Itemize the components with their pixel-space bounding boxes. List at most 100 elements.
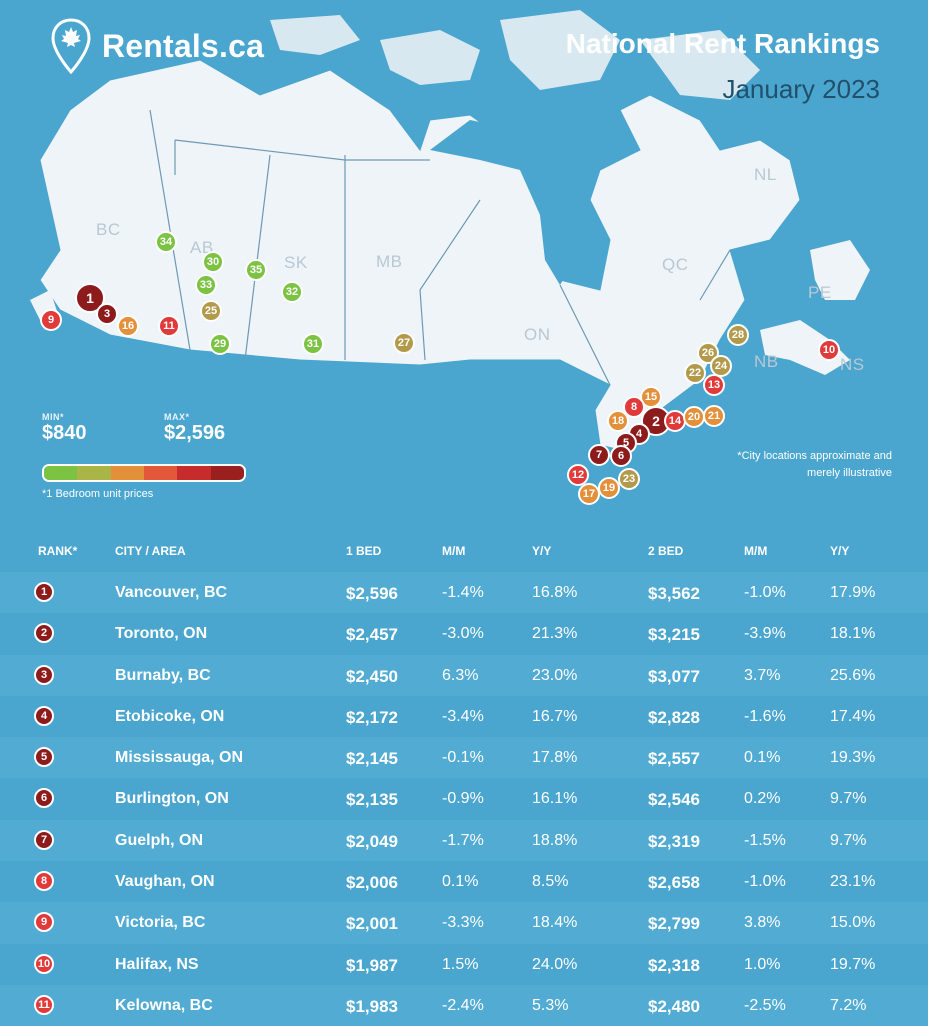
rank-badge: 4	[34, 705, 54, 726]
hudson-bay	[430, 120, 575, 285]
cell-mm1: -3.4%	[442, 707, 484, 725]
table-row[interactable]: 2 Toronto, ON $2,457 -3.0% 21.3% $3,215 -3.9% 1…	[0, 613, 928, 655]
city-marker[interactable]: 15	[640, 386, 662, 408]
cell-mm1: -0.9%	[442, 790, 484, 808]
city-marker[interactable]: 7	[588, 444, 610, 466]
col-header-2bed-yy: Y/Y	[830, 544, 850, 558]
cell-yy2: 17.9%	[830, 584, 876, 601]
legend-max-value: $2,596	[164, 422, 226, 444]
cell-bed2: $2,828	[648, 707, 700, 727]
col-header-rank: RANK*	[38, 544, 78, 558]
cell-bed2: $2,318	[648, 955, 700, 975]
legend-max: MAX* $2,596	[164, 412, 225, 445]
cell-bed1: $2,450	[346, 666, 398, 686]
province-label-qc: QC	[662, 255, 689, 274]
col-header-city: CITY / AREA	[115, 544, 186, 558]
city-marker[interactable]: 27	[393, 332, 415, 354]
rank-badge: 11	[34, 994, 54, 1015]
col-header-2bed: 2 BED	[648, 544, 684, 558]
city-marker[interactable]: 30	[202, 251, 224, 273]
cell-city: Toronto, ON	[115, 625, 208, 643]
table-row[interactable]: 8 Vaughan, ON $2,006 0.1% 8.5% $2,658 -1.0% 23.…	[0, 861, 928, 903]
city-marker[interactable]: 3	[96, 303, 118, 325]
table-row[interactable]: 3 Burnaby, BC $2,450 6.3% 23.0% $3,077 3.7% 25.…	[0, 654, 928, 696]
city-marker[interactable]: 23	[618, 468, 640, 490]
rank-badge: 5	[34, 747, 54, 768]
city-marker[interactable]: 19	[598, 477, 620, 499]
cell-city: Guelph, ON	[115, 831, 203, 849]
col-header-1bed-yy: Y/Y	[532, 544, 552, 558]
cell-yy2: 9.7%	[830, 790, 867, 808]
province-label-nl: NL	[754, 165, 777, 184]
city-marker[interactable]: 22	[684, 362, 706, 384]
city-marker[interactable]: 16	[117, 315, 139, 337]
map-disclaimer: *City locations approximate and merely i…	[737, 450, 892, 479]
city-marker[interactable]: 24	[710, 355, 732, 377]
legend-color-step	[210, 466, 244, 480]
cell-bed2: $3,077	[648, 666, 700, 686]
city-marker[interactable]: 28	[727, 324, 749, 346]
rankings-table-header: RANK* CITY / AREA 1 BED M/M Y/Y 2 BED M/…	[0, 530, 928, 570]
city-marker[interactable]: 9	[40, 309, 62, 331]
cell-mm1: -2.4%	[442, 996, 484, 1014]
cell-yy1: 18.8%	[532, 831, 578, 849]
cell-mm2: -1.6%	[744, 707, 786, 725]
table-row[interactable]: 6 Burlington, ON $2,135 -0.9% 16.1% $2,546 0.2…	[0, 778, 928, 820]
cell-bed2: $3,215	[648, 625, 700, 645]
city-marker[interactable]: 20	[683, 406, 705, 428]
cell-yy1: 24.0%	[532, 955, 578, 973]
city-marker[interactable]: 21	[703, 405, 725, 427]
table-row[interactable]: 11 Kelowna, BC $1,983 -2.4% 5.3% $2,480 -2.5% 7…	[0, 984, 928, 1026]
city-marker[interactable]: 11	[158, 315, 180, 337]
cell-bed2: $3,562	[648, 584, 700, 603]
cell-city: Burnaby, BC	[115, 666, 211, 684]
newfoundland	[810, 240, 870, 300]
page-subtitle: January 2023	[722, 74, 880, 104]
table-row[interactable]: 4 Etobicoke, ON $2,172 -3.4% 16.7% $2,828 -1.6…	[0, 695, 928, 738]
province-label-ns: NS	[840, 355, 865, 374]
cell-city: Mississauga, ON	[115, 749, 244, 767]
city-marker[interactable]: 8	[623, 396, 645, 418]
rank-badge: 10	[34, 953, 54, 974]
province-borders	[149, 109, 731, 386]
table-row[interactable]: 7 Guelph, ON $2,049 -1.7% 18.8% $2,319 -1.5% 9.…	[0, 819, 928, 862]
city-marker[interactable]: 6	[610, 445, 632, 467]
city-marker[interactable]: 12	[567, 464, 589, 486]
cell-bed1: $1,987	[346, 955, 398, 975]
legend-max-label: MAX*	[164, 412, 190, 422]
city-marker[interactable]: 34	[155, 231, 177, 253]
cell-mm1: 0.1%	[442, 873, 479, 891]
cell-mm2: 3.8%	[744, 914, 781, 932]
cell-bed2: $2,319	[648, 831, 700, 851]
cell-mm2: -2.5%	[744, 996, 786, 1014]
cell-bed1: $2,001	[346, 914, 398, 934]
city-marker[interactable]: 31	[302, 333, 324, 355]
city-marker[interactable]: 33	[195, 274, 217, 296]
city-marker[interactable]: 14	[664, 410, 686, 432]
cell-city: Etobicoke, ON	[115, 707, 225, 725]
city-marker[interactable]: 35	[245, 259, 267, 281]
cell-mm1: 6.3%	[442, 666, 479, 684]
rank-badge: 3	[34, 664, 54, 685]
city-marker[interactable]: 17	[578, 483, 600, 505]
city-marker[interactable]: 18	[607, 410, 629, 432]
city-marker[interactable]: 25	[200, 300, 222, 322]
table-row[interactable]: 10 Halifax, NS $1,987 1.5% 24.0% $2,318 1.0% 19…	[0, 943, 928, 985]
cell-yy2: 25.6%	[830, 666, 876, 684]
legend-color-step	[110, 466, 144, 480]
cell-city: Victoria, BC	[115, 914, 206, 932]
city-marker[interactable]: 29	[209, 333, 231, 355]
cell-bed2: $2,799	[648, 914, 700, 934]
city-marker[interactable]: 32	[281, 281, 303, 303]
city-marker[interactable]: 13	[703, 374, 725, 396]
city-marker[interactable]: 10	[818, 339, 840, 361]
col-header-1bed: 1 BED	[346, 544, 382, 558]
cell-mm2: -3.9%	[744, 625, 786, 643]
brand[interactable]: Rentals.ca	[50, 18, 264, 74]
canada-map	[30, 10, 870, 451]
rank-badge: 1	[34, 582, 54, 602]
table-row[interactable]: 9 Victoria, BC $2,001 -3.3% 18.4% $2,799 3.8% 1…	[0, 902, 928, 944]
table-row[interactable]: 5 Mississauga, ON $2,145 -0.1% 17.8% $2,557 0.…	[0, 737, 928, 779]
table-row[interactable]: 1 Vancouver, BC $2,596 -1.4% 16.8% $3,562 -1.0…	[0, 572, 928, 614]
cell-mm1: -1.7%	[442, 831, 484, 849]
